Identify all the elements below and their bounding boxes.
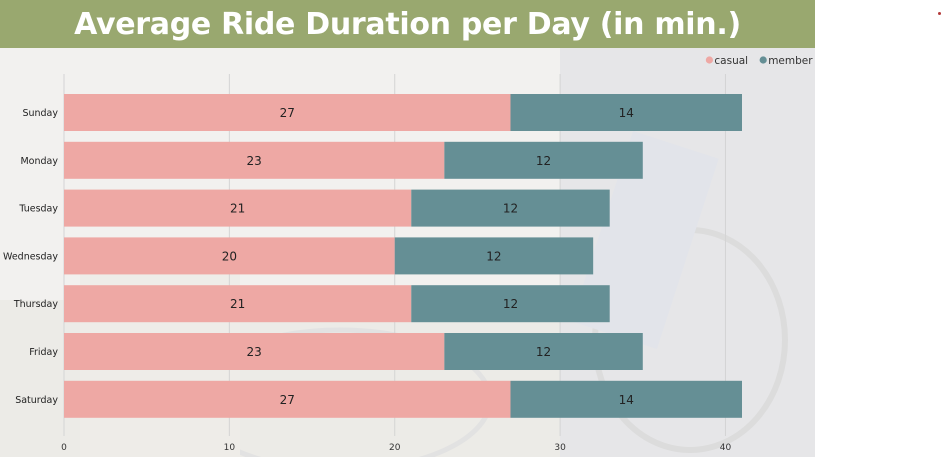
data-label-casual: 21 [230, 202, 245, 216]
bar-member [444, 333, 643, 370]
axes: 0 10 20 30 40 Sunday Monday Tuesday Wednesday Thu… [3, 108, 731, 453]
data-label-member: 12 [536, 154, 551, 168]
bar-casual [64, 380, 511, 418]
data-label-casual: 23 [247, 345, 262, 359]
data-label-casual: 23 [247, 154, 262, 168]
bar-member [411, 189, 610, 227]
y-category-label: Tuesday [18, 204, 58, 215]
legend-marker-member [759, 56, 767, 64]
data-label-member: 12 [503, 297, 518, 311]
y-category-label: Thursday [13, 299, 59, 310]
chart-panel: Average Ride Duration per Day (in min.) … [0, 0, 815, 457]
data-label-casual: 20 [222, 249, 237, 263]
data-labels: 27 14 23 12 21 12 20 12 21 12 23 12 27 14 [222, 106, 634, 407]
bar-member [510, 94, 742, 131]
y-category-label: Monday [20, 156, 58, 167]
data-label-member: 12 [536, 345, 551, 359]
x-tick-label: 40 [720, 443, 732, 453]
data-label-casual: 27 [280, 106, 295, 120]
y-category-label: Saturday [15, 395, 58, 406]
bar-casual [64, 237, 395, 275]
x-tick-label: 0 [61, 443, 67, 453]
corner-dot [938, 12, 941, 15]
bar-chart: 27 14 23 12 21 12 20 12 21 12 23 12 27 14 0 10 20 30 40 Su… [3, 55, 813, 453]
title-bar: Average Ride Duration per Day (in min.) [0, 0, 815, 48]
data-label-member: 12 [486, 249, 501, 263]
legend-label-member: member [768, 55, 813, 67]
bar-member [444, 141, 643, 179]
bar-member [411, 285, 610, 323]
chart-title: Average Ride Duration per Day (in min.) [74, 7, 741, 42]
data-label-member: 12 [503, 202, 518, 216]
bars [64, 94, 742, 418]
bar-member [510, 380, 742, 418]
bar-member [394, 237, 594, 275]
y-category-label: Friday [29, 347, 58, 358]
x-tick-label: 10 [224, 443, 236, 453]
legend-marker-casual [705, 56, 714, 64]
data-label-casual: 27 [280, 393, 295, 407]
y-category-label: Sunday [22, 108, 58, 119]
bar-casual [64, 189, 412, 227]
bar-casual [64, 141, 445, 179]
x-tick-label: 30 [554, 443, 566, 453]
x-tick-label: 20 [389, 443, 401, 453]
bar-casual [64, 285, 412, 323]
legend: member casual [705, 55, 813, 67]
bar-casual [64, 333, 445, 370]
y-category-label: Wednesday [3, 251, 58, 262]
bar-casual [64, 94, 511, 131]
legend-label-casual: casual [714, 55, 748, 67]
data-label-member: 14 [619, 393, 634, 407]
data-label-casual: 21 [230, 297, 245, 311]
data-label-member: 14 [619, 106, 634, 120]
